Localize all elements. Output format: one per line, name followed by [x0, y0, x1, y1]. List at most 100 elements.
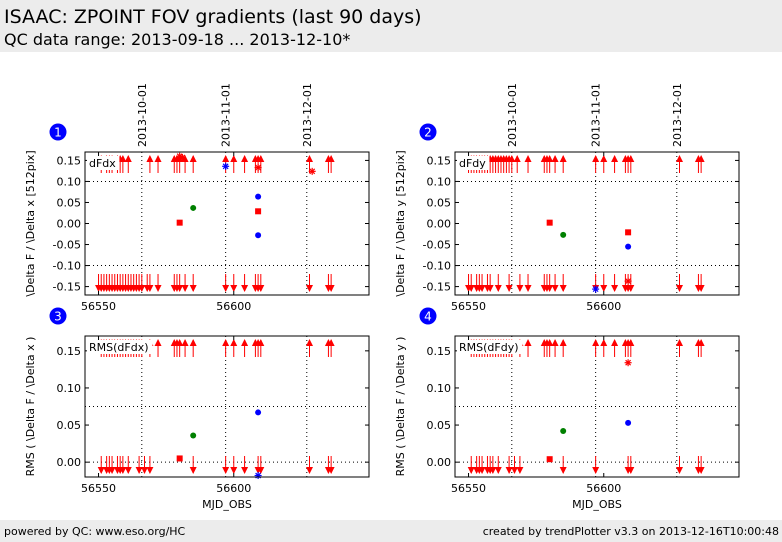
arrow-head: [505, 467, 513, 474]
arrow-head: [257, 467, 265, 474]
arrow-head: [516, 467, 524, 474]
x-tick-label: 56550: [451, 482, 486, 495]
arrow-head: [305, 467, 313, 474]
arrow-head: [222, 467, 230, 474]
plot-frame: [454, 335, 740, 478]
y-axis-label: \Delta F / \Delta y [512pix]: [394, 150, 407, 296]
y-axis-label: \Delta F / \Delta x [512pix]: [24, 150, 37, 296]
powered-by-link[interactable]: powered by QC: www.eso.org/HC: [4, 525, 186, 538]
data-point-star: [624, 277, 632, 285]
plot-area: [85, 336, 369, 477]
arrow-head: [189, 467, 197, 474]
page-title: ISAAC: ZPOINT FOV gradients (last 90 day…: [4, 6, 422, 28]
arrow-head: [305, 155, 313, 162]
legend-box: [87, 156, 120, 170]
x-tick-label: 56550: [81, 300, 116, 313]
star-stroke: [222, 163, 229, 170]
arrow-head: [546, 155, 554, 162]
arrow-head: [241, 467, 249, 474]
y-tick-label: 0.00: [57, 218, 82, 231]
arrow-head: [600, 339, 608, 346]
arrow-head: [592, 467, 600, 474]
arrow-head: [257, 155, 265, 162]
data-point-circle: [255, 232, 262, 239]
arrow-head: [611, 339, 619, 346]
arrow-head: [135, 467, 143, 474]
star-stroke: [592, 286, 599, 293]
arrow-head: [697, 467, 705, 474]
legend-label: RMS(dFdy): [459, 341, 519, 354]
x-tick-label: 56600: [586, 482, 621, 495]
arrow-head: [154, 155, 162, 162]
star-stroke: [309, 168, 316, 175]
legend-box: [457, 340, 523, 354]
arrow-head: [327, 155, 335, 162]
panel-number-badge: [49, 123, 67, 141]
data-point-circle: [625, 419, 632, 426]
arrow-head: [675, 467, 683, 474]
x-axis-label: MJD_OBS: [202, 498, 252, 511]
arrow-head: [176, 339, 184, 346]
arrow-head: [230, 155, 238, 162]
arrow-head: [559, 285, 567, 292]
date-tick-label: 2013-10-01: [136, 83, 149, 147]
arrow-head: [181, 155, 189, 162]
data-point-star: [592, 285, 600, 293]
data-point-star: [254, 472, 262, 480]
arrow-head: [559, 467, 567, 474]
arrow-head: [559, 155, 567, 162]
arrow-head: [119, 155, 127, 162]
arrow-head: [494, 285, 502, 292]
data-point-circle: [625, 243, 632, 250]
chart-panel-4: 0.00 0.05 0.10 0.15 56550 56600 MJD_OBS RMS ( \…: [394, 307, 740, 511]
data-point-star: [178, 153, 186, 161]
arrow-head: [697, 339, 705, 346]
y-tick-label: 0.10: [57, 175, 82, 188]
data-point-star: [254, 164, 262, 172]
page-header: ISAAC: ZPOINT FOV gradients (last 90 day…: [0, 0, 782, 52]
arrow-head: [524, 155, 532, 162]
arrow-head: [467, 285, 475, 292]
data-point-circle: [560, 427, 567, 434]
star-stroke: [625, 278, 632, 285]
data-point-circle: [560, 231, 567, 238]
star-stroke: [176, 153, 183, 160]
legend-box: [87, 340, 153, 354]
y-tick-label: -0.05: [53, 239, 81, 252]
arrow-head: [154, 339, 162, 346]
legend-label: dFdx: [89, 157, 116, 170]
x-tick-label: 56600: [216, 300, 251, 313]
date-tick-label: 2013-11-01: [220, 83, 233, 147]
y-tick-label: 0.05: [427, 196, 452, 209]
y-tick-label: 0.00: [57, 456, 82, 469]
date-tick-label: 2013-11-01: [590, 83, 603, 147]
y-tick-label: -0.15: [423, 281, 451, 294]
chart-panel-1: 2013-10-01 2013-11-01 2013-12-01 -0.15 -0.10…: [24, 83, 370, 313]
arrow-head: [505, 285, 513, 292]
arrow-head: [119, 467, 127, 474]
chart-panel-3: 0.00 0.05 0.10 0.15 56550 56600 MJD_OBS RMS ( \…: [24, 307, 370, 511]
arrow-head: [551, 285, 559, 292]
arrow-head: [97, 467, 105, 474]
data-point-circle: [190, 204, 197, 211]
arrow-head: [241, 285, 249, 292]
arrow-head: [611, 285, 619, 292]
y-tick-label: 0.15: [57, 345, 82, 358]
arrow-head: [524, 285, 532, 292]
arrow-head: [675, 155, 683, 162]
arrow-head: [600, 285, 608, 292]
created-by-text: created by trendPlotter v3.3 on 2013-12-…: [482, 525, 779, 538]
y-tick-label: -0.05: [423, 239, 451, 252]
arrow-head: [230, 285, 238, 292]
panel-number-badge: [49, 307, 67, 325]
arrow-head: [546, 339, 554, 346]
arrow-head: [627, 467, 635, 474]
data-point-square: [255, 208, 262, 215]
panel-number-badge: [419, 123, 437, 141]
page-footer: powered by QC: www.eso.org/HC created by…: [0, 520, 782, 542]
panel-number-text: 4: [424, 310, 432, 324]
data-point-square: [176, 219, 183, 226]
arrow-head: [551, 339, 559, 346]
arrow-head: [559, 339, 567, 346]
arrow-head: [327, 467, 335, 474]
